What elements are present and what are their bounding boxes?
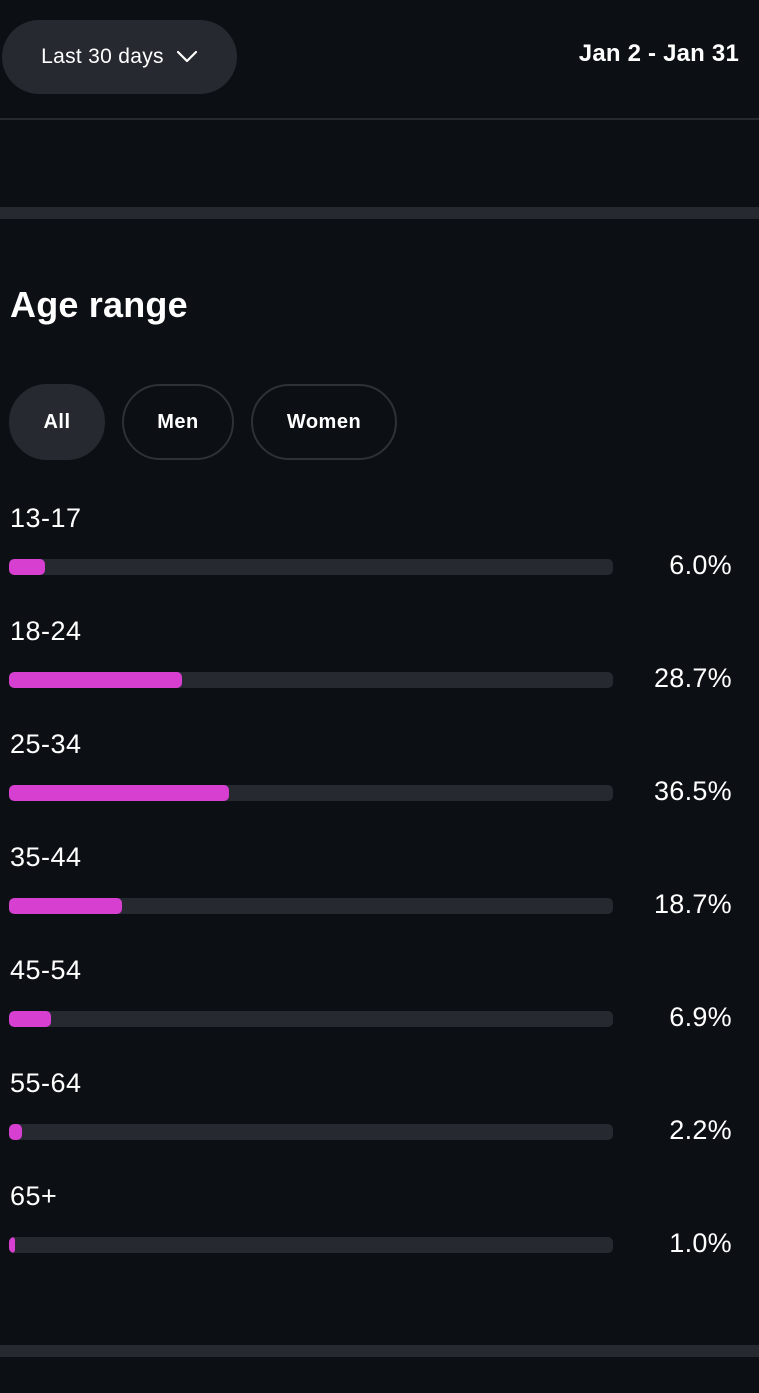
filter-men-button[interactable]: Men: [122, 384, 234, 460]
age-range-label: 18-24: [10, 616, 82, 646]
age-range-label: 35-44: [10, 842, 82, 872]
date-range-text: Jan 2 - Jan 31: [578, 40, 739, 67]
age-range-row: 65+ 1.0%: [0, 1181, 759, 1294]
age-range-bar-fill: [9, 559, 46, 575]
age-range-bar-fill: [9, 785, 230, 801]
age-range-label: 25-34: [10, 729, 82, 759]
filter-women-button[interactable]: Women: [251, 384, 397, 460]
age-range-bar-fill: [9, 1237, 16, 1253]
age-range-label: 45-54: [10, 955, 82, 985]
age-range-label: 65+: [10, 1181, 58, 1211]
age-range-list: 13-17 6.0% 18-24 28.7% 25-34 36.5% 35-44 18.7% 4…: [0, 503, 759, 1294]
age-range-percentage: 28.7%: [653, 663, 732, 693]
top-bar: Last 30 days Jan 2 - Jan 31: [0, 0, 759, 118]
date-range-dropdown[interactable]: Last 30 days: [2, 20, 237, 94]
gender-filter-group: All Men Women: [9, 384, 397, 460]
section-separator: [0, 1345, 759, 1357]
age-range-percentage: 1.0%: [669, 1228, 732, 1258]
age-range-percentage: 2.2%: [669, 1115, 732, 1145]
age-range-percentage: 6.0%: [669, 550, 732, 580]
age-range-row: 35-44 18.7%: [0, 842, 759, 955]
age-range-bar-fill: [9, 1124, 23, 1140]
age-range-row: 45-54 6.9%: [0, 955, 759, 1068]
chevron-down-icon: [176, 50, 197, 63]
age-range-row: 13-17 6.0%: [0, 503, 759, 616]
section-title: Age range: [10, 284, 188, 325]
age-range-bar-track: [9, 898, 613, 914]
age-range-bar-track: [9, 785, 613, 801]
age-range-bar-fill: [9, 1011, 51, 1027]
age-range-row: 25-34 36.5%: [0, 729, 759, 842]
age-range-bar-track: [9, 1124, 613, 1140]
age-range-bar-fill: [9, 898, 122, 914]
age-range-percentage: 6.9%: [669, 1002, 732, 1032]
filter-all-button[interactable]: All: [9, 384, 105, 460]
age-range-label: 13-17: [10, 503, 82, 533]
date-range-dropdown-label: Last 30 days: [41, 45, 164, 68]
age-range-bar-track: [9, 559, 613, 575]
age-range-bar-track: [9, 672, 613, 688]
age-range-row: 55-64 2.2%: [0, 1068, 759, 1181]
age-range-label: 55-64: [10, 1068, 82, 1098]
age-range-bar-track: [9, 1011, 613, 1027]
age-range-bar-fill: [9, 672, 183, 688]
section-separator: [0, 207, 759, 219]
age-range-bar-track: [9, 1237, 613, 1253]
age-range-percentage: 18.7%: [653, 889, 732, 919]
age-range-percentage: 36.5%: [653, 776, 732, 806]
divider: [0, 118, 759, 120]
age-range-row: 18-24 28.7%: [0, 616, 759, 729]
